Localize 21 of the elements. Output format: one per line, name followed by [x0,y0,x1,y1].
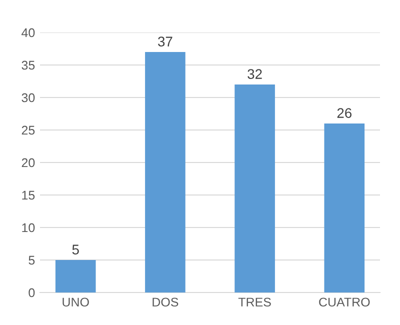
bar [55,260,96,292]
y-tick-label: 20 [22,158,35,168]
bar [324,124,365,292]
y-tick-label: 10 [22,223,35,232]
x-tick-label: TRES [238,298,271,307]
y-tick-label: 40 [22,28,35,38]
y-tick-label: 30 [22,93,35,102]
x-tick-label: DOS [152,298,178,307]
bar [145,52,186,292]
y-tick-label: 5 [28,256,35,265]
y-tick-label: 35 [22,60,35,70]
x-tick-label: UNO [62,298,89,307]
data-label: 5 [72,244,79,254]
data-label: 32 [248,69,262,79]
y-tick-label: 0 [28,288,35,298]
y-tick-label: 15 [22,190,35,200]
bar [234,84,275,292]
y-tick-label: 25 [22,126,35,135]
data-label: 37 [158,36,172,46]
data-label: 26 [337,108,352,118]
x-tick-label: CUATRO [319,298,370,307]
